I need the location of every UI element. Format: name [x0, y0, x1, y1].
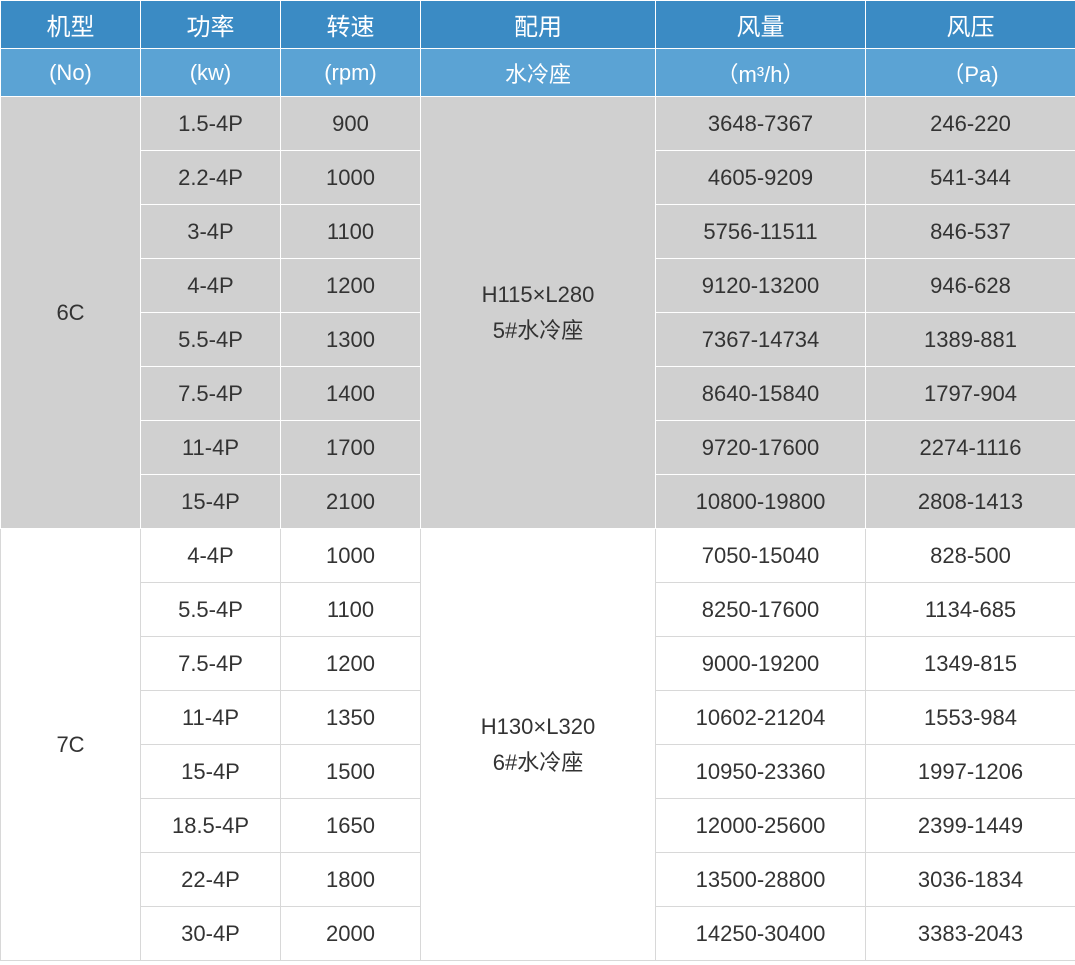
usage-cell-6c: H115×L280 5#水冷座: [421, 97, 656, 529]
airflow-cell: 9120-13200: [656, 259, 866, 313]
pressure-cell: 1389-881: [866, 313, 1075, 367]
pressure-cell: 1797-904: [866, 367, 1075, 421]
airflow-cell: 9720-17600: [656, 421, 866, 475]
pressure-cell: 2274-1116: [866, 421, 1075, 475]
airflow-cell: 13500-28800: [656, 853, 866, 907]
rpm-cell: 1000: [281, 151, 421, 205]
pressure-cell: 2808-1413: [866, 475, 1075, 529]
subheader-power: (kw): [141, 49, 281, 97]
rpm-cell: 2000: [281, 907, 421, 961]
pressure-cell: 946-628: [866, 259, 1075, 313]
airflow-cell: 5756-11511: [656, 205, 866, 259]
header-pressure: 风压: [866, 1, 1075, 49]
power-cell: 5.5-4P: [141, 313, 281, 367]
power-cell: 7.5-4P: [141, 637, 281, 691]
header-row-1: 机型 功率 转速 配用 风量 风压: [1, 1, 1075, 49]
subheader-airflow: （m³/h）: [656, 49, 866, 97]
specs-table: 机型 功率 转速 配用 风量 风压 (No) (kw) (rpm) 水冷座 （m…: [0, 0, 1075, 961]
rpm-cell: 1400: [281, 367, 421, 421]
usage-line2: 6#水冷座: [493, 750, 583, 775]
subheader-usage: 水冷座: [421, 49, 656, 97]
table-row: 6C 1.5-4P 900 H115×L280 5#水冷座 3648-7367 …: [1, 97, 1075, 151]
header-model: 机型: [1, 1, 141, 49]
specs-table-container: 机型 功率 转速 配用 风量 风压 (No) (kw) (rpm) 水冷座 （m…: [0, 0, 1075, 961]
rpm-cell: 1650: [281, 799, 421, 853]
airflow-cell: 7050-15040: [656, 529, 866, 583]
airflow-cell: 4605-9209: [656, 151, 866, 205]
pressure-cell: 3383-2043: [866, 907, 1075, 961]
rpm-cell: 1100: [281, 205, 421, 259]
airflow-cell: 8640-15840: [656, 367, 866, 421]
pressure-cell: 1134-685: [866, 583, 1075, 637]
power-cell: 15-4P: [141, 745, 281, 799]
rpm-cell: 1200: [281, 259, 421, 313]
pressure-cell: 1997-1206: [866, 745, 1075, 799]
power-cell: 4-4P: [141, 259, 281, 313]
table-header: 机型 功率 转速 配用 风量 风压 (No) (kw) (rpm) 水冷座 （m…: [1, 1, 1075, 97]
subheader-model: (No): [1, 49, 141, 97]
model-cell-7c: 7C: [1, 529, 141, 961]
pressure-cell: 3036-1834: [866, 853, 1075, 907]
power-cell: 5.5-4P: [141, 583, 281, 637]
power-cell: 22-4P: [141, 853, 281, 907]
airflow-cell: 7367-14734: [656, 313, 866, 367]
usage-line1: H130×L320: [481, 714, 595, 739]
airflow-cell: 9000-19200: [656, 637, 866, 691]
rpm-cell: 2100: [281, 475, 421, 529]
header-usage: 配用: [421, 1, 656, 49]
power-cell: 1.5-4P: [141, 97, 281, 151]
rpm-cell: 1800: [281, 853, 421, 907]
rpm-cell: 1000: [281, 529, 421, 583]
rpm-cell: 900: [281, 97, 421, 151]
rpm-cell: 1300: [281, 313, 421, 367]
pressure-cell: 1553-984: [866, 691, 1075, 745]
usage-cell-7c: H130×L320 6#水冷座: [421, 529, 656, 961]
pressure-cell: 1349-815: [866, 637, 1075, 691]
pressure-cell: 846-537: [866, 205, 1075, 259]
rpm-cell: 1200: [281, 637, 421, 691]
rpm-cell: 1100: [281, 583, 421, 637]
model-cell-6c: 6C: [1, 97, 141, 529]
airflow-cell: 14250-30400: [656, 907, 866, 961]
rpm-cell: 1700: [281, 421, 421, 475]
pressure-cell: 2399-1449: [866, 799, 1075, 853]
subheader-pressure: （Pa): [866, 49, 1075, 97]
usage-line1: H115×L280: [482, 282, 595, 307]
table-body: 6C 1.5-4P 900 H115×L280 5#水冷座 3648-7367 …: [1, 97, 1075, 961]
pressure-cell: 246-220: [866, 97, 1075, 151]
table-row: 7C 4-4P 1000 H130×L320 6#水冷座 7050-15040 …: [1, 529, 1075, 583]
header-airflow: 风量: [656, 1, 866, 49]
header-power: 功率: [141, 1, 281, 49]
power-cell: 7.5-4P: [141, 367, 281, 421]
power-cell: 3-4P: [141, 205, 281, 259]
header-rpm: 转速: [281, 1, 421, 49]
power-cell: 11-4P: [141, 421, 281, 475]
power-cell: 11-4P: [141, 691, 281, 745]
airflow-cell: 12000-25600: [656, 799, 866, 853]
power-cell: 30-4P: [141, 907, 281, 961]
airflow-cell: 10800-19800: [656, 475, 866, 529]
power-cell: 2.2-4P: [141, 151, 281, 205]
header-row-2: (No) (kw) (rpm) 水冷座 （m³/h） （Pa): [1, 49, 1075, 97]
power-cell: 18.5-4P: [141, 799, 281, 853]
pressure-cell: 541-344: [866, 151, 1075, 205]
rpm-cell: 1500: [281, 745, 421, 799]
airflow-cell: 10950-23360: [656, 745, 866, 799]
usage-line2: 5#水冷座: [493, 318, 583, 343]
airflow-cell: 3648-7367: [656, 97, 866, 151]
rpm-cell: 1350: [281, 691, 421, 745]
power-cell: 4-4P: [141, 529, 281, 583]
power-cell: 15-4P: [141, 475, 281, 529]
airflow-cell: 10602-21204: [656, 691, 866, 745]
pressure-cell: 828-500: [866, 529, 1075, 583]
subheader-rpm: (rpm): [281, 49, 421, 97]
airflow-cell: 8250-17600: [656, 583, 866, 637]
